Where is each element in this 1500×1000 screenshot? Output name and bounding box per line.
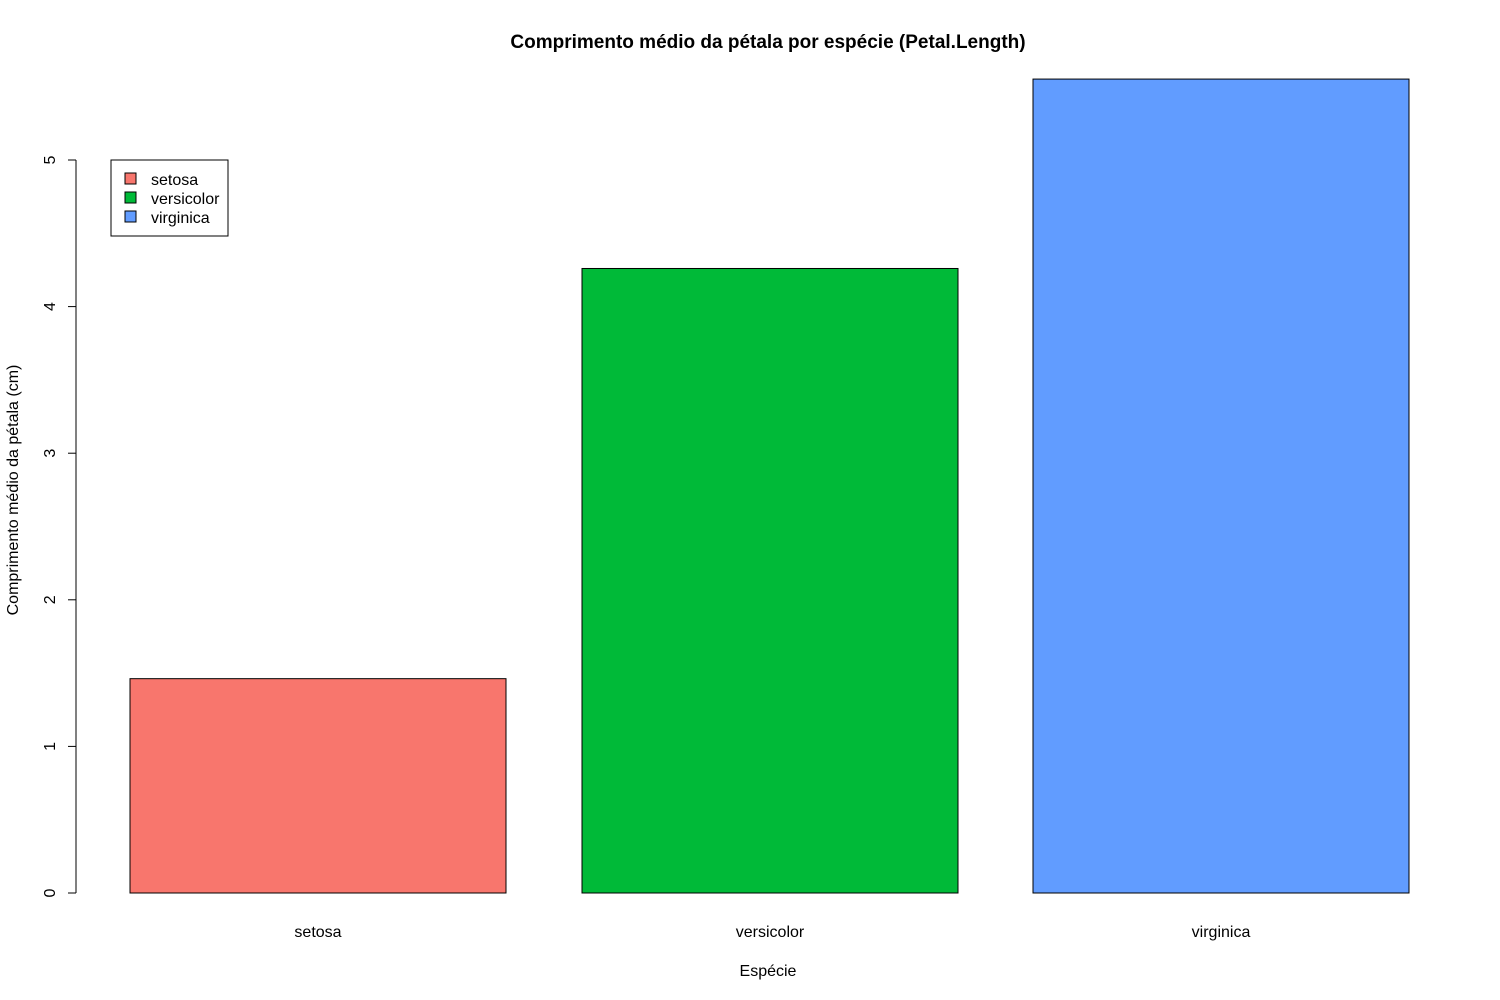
x-tick-label-virginica: virginica	[1192, 924, 1251, 941]
bar-setosa	[129, 678, 507, 894]
x-axis-label: Espécie	[740, 963, 797, 980]
legend-label-setosa: setosa	[151, 172, 198, 189]
y-axis-label: Comprimento médio da pétala (cm)	[5, 365, 22, 616]
bar-virginica	[1032, 78, 1410, 894]
chart-title: Comprimento médio da pétala por espécie …	[510, 32, 1025, 53]
y-tick-label-1: 1	[42, 742, 59, 751]
legend-swatch-setosa	[124, 172, 137, 185]
y-tick-label-5: 5	[42, 155, 59, 164]
legend-swatch-versicolor	[124, 191, 137, 204]
bar-versicolor	[581, 267, 959, 894]
x-tick-labels: setosa versicolor virginica	[294, 924, 1250, 941]
legend-label-virginica: virginica	[151, 210, 210, 227]
x-tick-label-versicolor: versicolor	[736, 924, 805, 941]
bars	[129, 78, 1410, 894]
y-tick-label-0: 0	[42, 888, 59, 897]
x-tick-label-setosa: setosa	[294, 924, 341, 941]
y-tick-label-4: 4	[42, 302, 59, 311]
legend-swatch-virginica	[124, 210, 137, 223]
legend-label-versicolor: versicolor	[151, 191, 220, 208]
y-tick-label-3: 3	[42, 449, 59, 458]
y-axis: 0 1 2 3 4 5	[42, 155, 77, 897]
y-tick-label-2: 2	[42, 595, 59, 604]
legend: setosa versicolor virginica	[110, 159, 229, 237]
